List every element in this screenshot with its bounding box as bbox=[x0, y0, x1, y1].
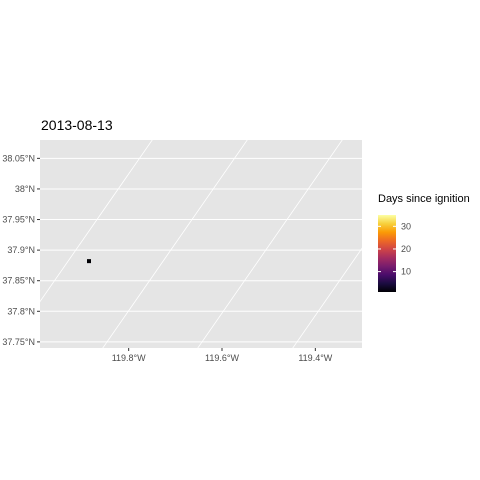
y-axis: 37.75°N 37.8°N 37.85°N 37.9°N 37.95°N 38°N 38.… bbox=[2, 153, 40, 347]
legend-tick-label: 10 bbox=[401, 267, 411, 277]
legend-tick-label: 30 bbox=[401, 221, 411, 231]
x-tick-label: 119.6°W bbox=[205, 353, 239, 363]
x-axis: 119.8°W 119.6°W 119.4°W bbox=[112, 348, 333, 363]
y-tick-label: 37.95°N bbox=[2, 215, 35, 225]
legend-tick-label: 20 bbox=[401, 244, 411, 254]
graticule-line bbox=[455, 100, 480, 388]
graticule-line bbox=[292, 247, 362, 348]
x-tick-label: 119.4°W bbox=[298, 353, 332, 363]
y-tick-label: 37.9°N bbox=[7, 245, 35, 255]
x-tick-label: 119.8°W bbox=[112, 353, 146, 363]
y-tick-label: 37.75°N bbox=[2, 337, 35, 347]
fire-point bbox=[87, 259, 91, 264]
gridlines bbox=[40, 157, 362, 343]
legend-ticks: 10 20 30 bbox=[378, 221, 411, 277]
graticule-line bbox=[197, 140, 343, 348]
plot-panel bbox=[40, 140, 362, 348]
y-tick-label: 37.8°N bbox=[7, 306, 35, 316]
graticule-lines bbox=[40, 100, 480, 388]
graticule-line bbox=[40, 140, 153, 303]
y-tick-label: 38°N bbox=[15, 184, 35, 194]
y-tick-label: 37.85°N bbox=[2, 276, 35, 286]
fire-points bbox=[87, 259, 91, 264]
legend-title: Days since ignition bbox=[378, 193, 470, 205]
chart-title: 2013-08-13 bbox=[41, 117, 113, 133]
y-tick-label: 38.05°N bbox=[2, 153, 35, 163]
legend: Days since ignition 10 20 30 bbox=[378, 193, 470, 292]
legend-colorbar bbox=[378, 215, 396, 292]
graticule-line bbox=[102, 140, 248, 348]
